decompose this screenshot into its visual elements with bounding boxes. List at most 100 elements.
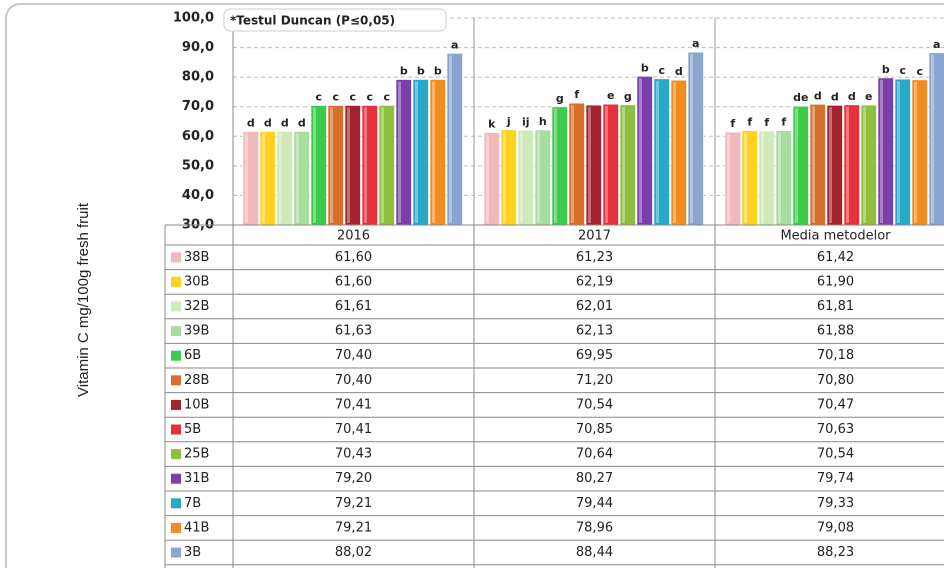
significance-letter: f <box>781 116 786 129</box>
significance-letter: a <box>692 37 699 50</box>
bar-shine <box>846 106 849 223</box>
bar-shine <box>486 134 489 223</box>
significance-letter: j <box>506 115 511 128</box>
bar-shine <box>897 81 900 223</box>
significance-letter: f <box>764 116 769 129</box>
bar-shine <box>812 106 815 223</box>
bar-shine <box>503 131 506 223</box>
bar-shine <box>554 108 557 223</box>
legend-swatch <box>171 399 181 410</box>
table-value: 61,23 <box>576 250 613 265</box>
table-value: 70,41 <box>335 422 372 437</box>
table-value: 70,54 <box>817 447 854 462</box>
legend-label: 30B <box>184 274 209 289</box>
significance-letter: a <box>451 38 458 51</box>
bar-shine <box>795 108 798 223</box>
table-value: 80,27 <box>576 471 613 486</box>
annotation-box <box>223 8 447 32</box>
significance-letter: c <box>366 91 373 104</box>
bar-shine <box>690 54 693 223</box>
bar-shine <box>639 78 642 224</box>
legend-label: 31B <box>184 471 209 486</box>
bar-shine <box>432 81 435 223</box>
table-value: 62,19 <box>576 274 613 289</box>
table-value: 88,44 <box>576 545 613 560</box>
table-value: 70,63 <box>817 422 854 437</box>
table-value: 88,02 <box>335 545 372 560</box>
table-value: 70,85 <box>576 422 613 437</box>
significance-letter: c <box>899 64 906 77</box>
bar-shine <box>744 132 747 223</box>
significance-letter: d <box>831 90 839 103</box>
bar-shine <box>262 133 265 223</box>
table-value: 79,74 <box>817 471 854 486</box>
y-axis-label: Vitamin C mg/100g fresh fruit <box>75 202 92 397</box>
legend-swatch <box>171 252 181 263</box>
significance-letter: f <box>574 88 579 101</box>
bar-shine <box>656 80 659 223</box>
bar-shine <box>520 132 523 223</box>
legend-label: 6B <box>184 348 201 363</box>
bar-shine <box>727 134 730 223</box>
annotation: *Testul Duncan (P≤0,05) <box>230 14 395 28</box>
table-value: 70,43 <box>335 447 372 462</box>
y-tick-label: 50,0 <box>182 158 214 173</box>
frame <box>5 3 944 568</box>
table-value: 79,44 <box>576 496 613 511</box>
table-value: 69,95 <box>576 348 613 363</box>
table-value: 79,33 <box>817 496 854 511</box>
table-value: 71,20 <box>576 373 613 388</box>
bar-shine <box>330 107 333 223</box>
bar-shine <box>313 107 316 223</box>
y-tick-label: 60,0 <box>182 129 214 144</box>
legend-swatch <box>171 449 181 460</box>
significance-letter: g <box>556 92 564 105</box>
significance-letter: f <box>747 116 752 129</box>
table-value: 61,42 <box>817 250 854 265</box>
significance-letter: e <box>607 89 614 102</box>
bar-shine <box>571 105 574 223</box>
table-value: 61,61 <box>335 299 372 314</box>
significance-letter: e <box>865 90 872 103</box>
bar-shine <box>537 131 540 223</box>
significance-letter: c <box>383 90 390 103</box>
y-tick-label: 90,0 <box>182 40 214 55</box>
table-value: 62,01 <box>576 299 613 314</box>
significance-letter: b <box>434 64 442 77</box>
table-value: 70,47 <box>817 397 854 412</box>
legend-swatch <box>171 276 181 287</box>
table-value: 70,80 <box>817 373 854 388</box>
table-value: 79,21 <box>335 520 372 535</box>
column-header: 2016 <box>337 229 370 244</box>
bar-shine <box>673 82 676 223</box>
bar-shine <box>880 79 883 223</box>
y-tick-label: 70,0 <box>182 99 214 114</box>
bar-shine <box>347 107 350 223</box>
table-value: 70,41 <box>335 397 372 412</box>
significance-letter: d <box>264 117 272 130</box>
table-value: 79,20 <box>335 471 372 486</box>
bar-shine <box>829 107 832 223</box>
column-header: 2017 <box>578 229 611 244</box>
table-value: 79,08 <box>817 520 854 535</box>
legend-label: 32B <box>184 299 209 314</box>
significance-letter: b <box>641 61 649 74</box>
table-value: 61,88 <box>817 324 854 339</box>
table-value: 79,21 <box>335 496 372 511</box>
significance-letter: d <box>247 117 255 130</box>
table-value: 70,54 <box>576 397 613 412</box>
bar-shine <box>778 132 781 223</box>
significance-letter: d <box>298 116 306 129</box>
significance-letter: c <box>658 64 665 77</box>
y-tick-label: 40,0 <box>182 188 214 203</box>
table-value: 61,90 <box>817 274 854 289</box>
bar-shine <box>931 54 934 223</box>
bar-shine <box>863 107 866 223</box>
bar-shine <box>381 107 384 223</box>
significance-letter: k <box>488 118 496 131</box>
significance-letter: f <box>730 117 735 130</box>
y-tick-label: 80,0 <box>182 70 214 85</box>
bar-shine <box>761 132 764 223</box>
table-value: 70,40 <box>335 348 372 363</box>
